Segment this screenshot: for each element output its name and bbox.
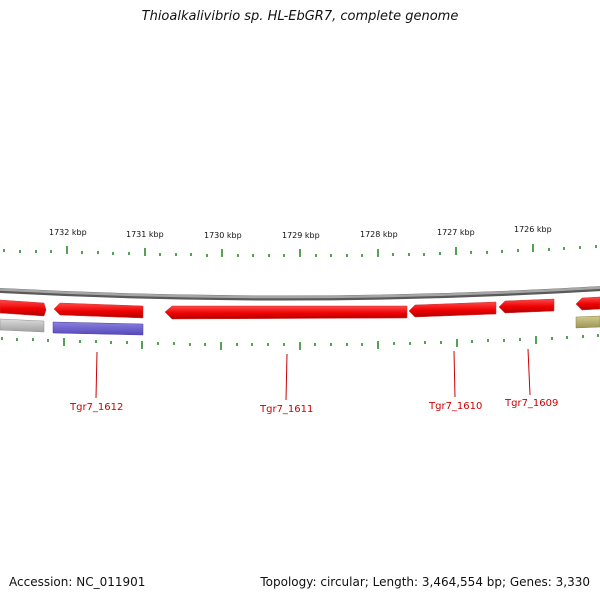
gene-arrow[interactable] (498, 298, 555, 314)
map-title: Thioalkalivibrio sp. HL-EbGR7, complete … (141, 9, 459, 24)
scale-label: 1729 kbp (282, 231, 320, 240)
accession-info: Accession: NC_011901 (9, 575, 146, 589)
gene-block-blue[interactable] (52, 321, 144, 336)
outer-tick-ring (3, 244, 597, 257)
gene-block-gray[interactable] (0, 318, 45, 333)
gene-arrow[interactable] (575, 296, 600, 311)
gene-label[interactable]: Tgr7_1609 (504, 398, 558, 409)
gene-arrow[interactable] (408, 301, 497, 318)
gene-block-olive[interactable] (575, 315, 600, 329)
scale-label: 1726 kbp (514, 225, 552, 234)
gene-label[interactable]: Tgr7_1610 (428, 401, 482, 412)
gene-arrow[interactable] (164, 305, 408, 320)
forward-gene-ring (0, 296, 600, 320)
gene-arrow[interactable] (0, 299, 47, 317)
gene-label-leaders (95, 348, 531, 401)
gene-label[interactable]: Tgr7_1611 (259, 404, 313, 415)
scale-label: 1732 kbp (49, 228, 87, 237)
gene-arrow[interactable] (53, 302, 144, 319)
genome-backbone (0, 286, 600, 301)
scale-label: 1728 kbp (360, 230, 398, 239)
reverse-gene-ring (0, 315, 600, 336)
scale-label: 1730 kbp (204, 231, 242, 240)
scale-label: 1731 kbp (126, 230, 164, 239)
gene-label[interactable]: Tgr7_1612 (69, 402, 123, 413)
inner-tick-ring (1, 334, 599, 350)
genome-summary: Topology: circular; Length: 3,464,554 bp… (260, 575, 590, 589)
scale-label: 1727 kbp (437, 228, 475, 237)
